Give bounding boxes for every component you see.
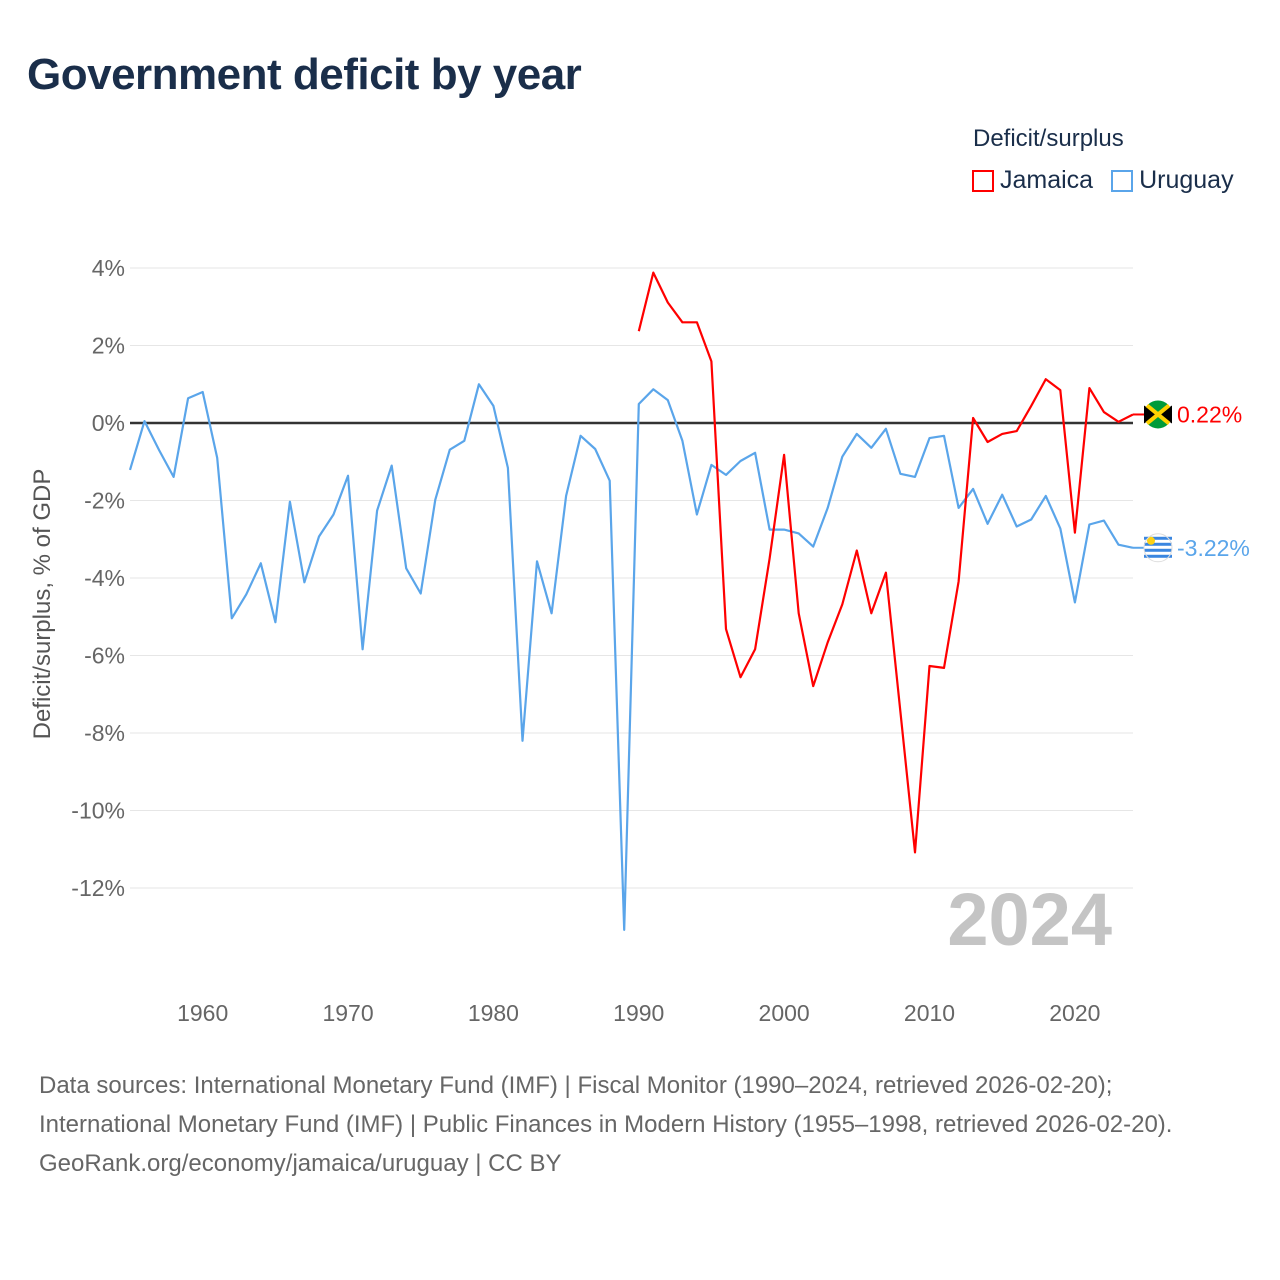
legend-label-jamaica: Jamaica — [1000, 166, 1094, 194]
x-tick-label: 2010 — [904, 1000, 955, 1026]
footer: Data sources: International Monetary Fun… — [39, 1066, 1239, 1183]
x-tick-label: 2000 — [759, 1000, 810, 1026]
y-tick-label: -12% — [71, 875, 125, 901]
series-line-uruguay[interactable] — [128, 383, 1134, 932]
y-axis-label: Deficit/surplus, % of GDP — [29, 469, 56, 740]
y-tick-label: -10% — [71, 798, 125, 824]
x-tick-label: 1980 — [468, 1000, 519, 1026]
line-chart: 4% 2% 0% -2% -4% -6% -8% -10% -12% 1960 1970 1980 19… — [29, 255, 1250, 1026]
x-tick-label: 1970 — [322, 1000, 373, 1026]
legend: Jamaica Uruguay — [972, 166, 1234, 195]
y-tick-label: 2% — [92, 333, 125, 359]
y-tick-label: -6% — [84, 643, 125, 669]
end-value-label-jamaica: 0.22% — [1177, 401, 1242, 427]
legend-label-uruguay: Uruguay — [1139, 166, 1234, 194]
y-tick-label: -4% — [84, 565, 125, 591]
legend-swatch-uruguay — [1111, 169, 1134, 192]
y-tick-label: 0% — [92, 410, 125, 436]
end-value-label-uruguay: -3.22% — [1177, 535, 1250, 561]
x-tick-label: 1990 — [613, 1000, 664, 1026]
series-line-jamaica[interactable] — [637, 271, 1134, 854]
legend-item-jamaica[interactable]: Jamaica — [972, 166, 1093, 195]
uruguay-flag-icon — [1143, 533, 1173, 563]
chart-title: Government deficit by year — [27, 50, 582, 99]
legend-swatch-jamaica — [972, 169, 994, 192]
data-sources: Data sources: International Monetary Fun… — [39, 1072, 1173, 1138]
y-tick-label: 4% — [92, 255, 125, 281]
x-tick-label: 2020 — [1049, 1000, 1100, 1026]
watermark-year: 2024 — [947, 878, 1112, 961]
legend-title: Deficit/surplus — [973, 125, 1124, 152]
y-tick-label: -2% — [84, 488, 125, 514]
y-tick-label: -8% — [84, 720, 125, 746]
x-tick-label: 1960 — [177, 1000, 228, 1026]
legend-item-uruguay[interactable]: Uruguay — [1111, 166, 1234, 195]
credit-link[interactable]: GeoRank.org/economy/jamaica/uruguay | CC… — [39, 1150, 562, 1177]
jamaica-flag-icon — [1144, 400, 1172, 429]
